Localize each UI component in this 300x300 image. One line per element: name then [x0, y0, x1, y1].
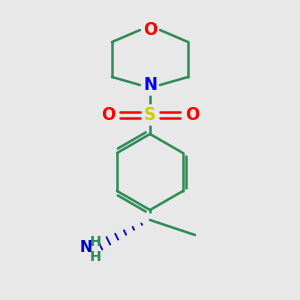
Text: N: N	[80, 239, 92, 254]
Text: H: H	[90, 235, 102, 249]
Text: H: H	[90, 250, 102, 264]
Text: S: S	[144, 106, 156, 124]
Text: O: O	[143, 21, 157, 39]
Text: O: O	[185, 106, 199, 124]
Text: N: N	[143, 76, 157, 94]
Text: O: O	[101, 106, 115, 124]
